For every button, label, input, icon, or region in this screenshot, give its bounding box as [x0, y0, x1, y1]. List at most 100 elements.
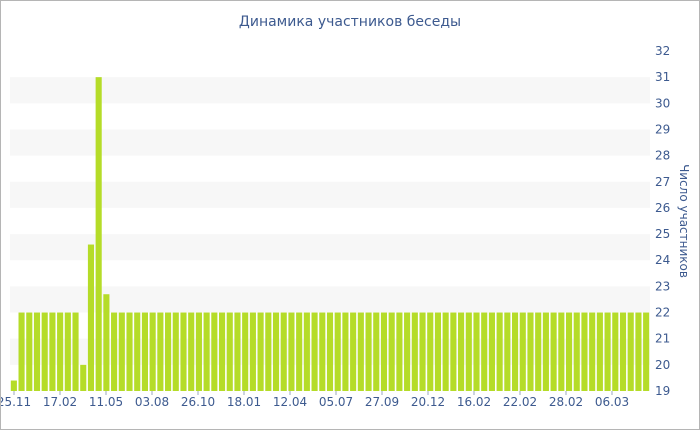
bar: [41, 312, 48, 391]
bar: [612, 312, 619, 391]
bar: [396, 312, 403, 391]
bar: [72, 312, 79, 391]
bar: [49, 312, 56, 391]
bar: [496, 312, 503, 391]
bar: [558, 312, 565, 391]
bar: [550, 312, 557, 391]
bar: [596, 312, 603, 391]
x-axis-ticks: 25.11 17.02 11.05 03.08 26.10 18.01 12.04 05.07…: [1, 391, 629, 409]
x-tick-label: 27.09: [365, 395, 399, 409]
bar: [141, 312, 148, 391]
bar: [326, 312, 334, 391]
bar: [126, 312, 133, 391]
bar: [272, 312, 280, 391]
bar: [211, 312, 218, 391]
x-tick-label: 06.03: [595, 395, 629, 409]
y-tick-label: 20: [655, 358, 670, 372]
y-tick-label: 26: [655, 201, 670, 215]
bar: [95, 77, 102, 392]
x-tick-label: 03.08: [135, 395, 169, 409]
bar: [149, 312, 156, 391]
y-tick-label: 25: [655, 227, 670, 241]
grid-band: [10, 129, 650, 156]
bar: [627, 312, 634, 391]
bar: [157, 312, 164, 391]
x-tick-label: 11.05: [89, 395, 123, 409]
bar: [288, 312, 295, 391]
bar: [380, 312, 388, 391]
bar: [481, 312, 488, 391]
bar: [373, 312, 380, 391]
bar: [573, 312, 580, 391]
bar: [234, 312, 241, 391]
bar: [134, 312, 141, 391]
chart-title: Динамика участников беседы: [238, 14, 462, 30]
bar: [604, 312, 611, 391]
grid-band: [10, 286, 650, 313]
y-tick-label: 19: [655, 384, 670, 398]
bars: [10, 77, 650, 392]
bar: [357, 312, 364, 391]
x-tick-label: 22.02: [503, 395, 537, 409]
bar: [172, 312, 179, 391]
bar: [504, 312, 511, 391]
bar: [226, 312, 233, 391]
y-tick-label: 24: [655, 253, 670, 267]
bar: [342, 312, 349, 391]
bar: [581, 312, 588, 391]
bar: [565, 312, 573, 391]
grid-band: [10, 77, 650, 104]
x-tick-label: 16.02: [457, 395, 491, 409]
bar: [643, 312, 650, 391]
bar: [427, 312, 434, 391]
bar: [180, 312, 187, 391]
bar: [203, 312, 210, 391]
x-tick-label: 20.12: [411, 395, 445, 409]
bar: [80, 364, 87, 391]
bar: [87, 244, 95, 391]
bar: [296, 312, 303, 391]
bar: [103, 294, 110, 391]
bar: [535, 312, 542, 391]
y-tick-label: 29: [655, 122, 670, 136]
bar: [458, 312, 465, 391]
bar: [527, 312, 534, 391]
bar: [350, 312, 357, 391]
y-tick-label: 27: [655, 175, 670, 189]
x-tick-label: 25.11: [1, 395, 31, 409]
bar: [635, 312, 642, 391]
bar: [218, 312, 226, 391]
bar: [519, 312, 526, 391]
x-tick-label: 05.07: [319, 395, 353, 409]
grid-bands: [10, 77, 650, 365]
grid-band: [10, 234, 650, 261]
bar: [365, 312, 372, 391]
bar: [64, 312, 71, 391]
bar: [589, 312, 596, 391]
y-tick-label: 31: [655, 70, 670, 84]
y-tick-label: 30: [655, 96, 670, 110]
bar: [188, 312, 195, 391]
bar: [311, 312, 318, 391]
grid-band: [10, 181, 650, 208]
bar: [404, 312, 411, 391]
bar: [465, 312, 472, 391]
bar: [303, 312, 310, 391]
x-tick-label: 28.02: [549, 395, 583, 409]
bar: [165, 312, 172, 391]
bar: [488, 312, 495, 391]
bar: [257, 312, 264, 391]
bar: [542, 312, 549, 391]
x-tick-label: 26.10: [181, 395, 215, 409]
bar: [265, 312, 272, 391]
bar: [419, 312, 426, 391]
x-tick-label: 12.04: [273, 395, 307, 409]
y-tick-label: 32: [655, 44, 670, 58]
y-tick-label: 22: [655, 306, 670, 320]
bar: [33, 312, 41, 391]
y-tick-label: 28: [655, 149, 670, 163]
y-tick-label: 21: [655, 332, 670, 346]
bar: [242, 312, 249, 391]
bar: [280, 312, 287, 391]
